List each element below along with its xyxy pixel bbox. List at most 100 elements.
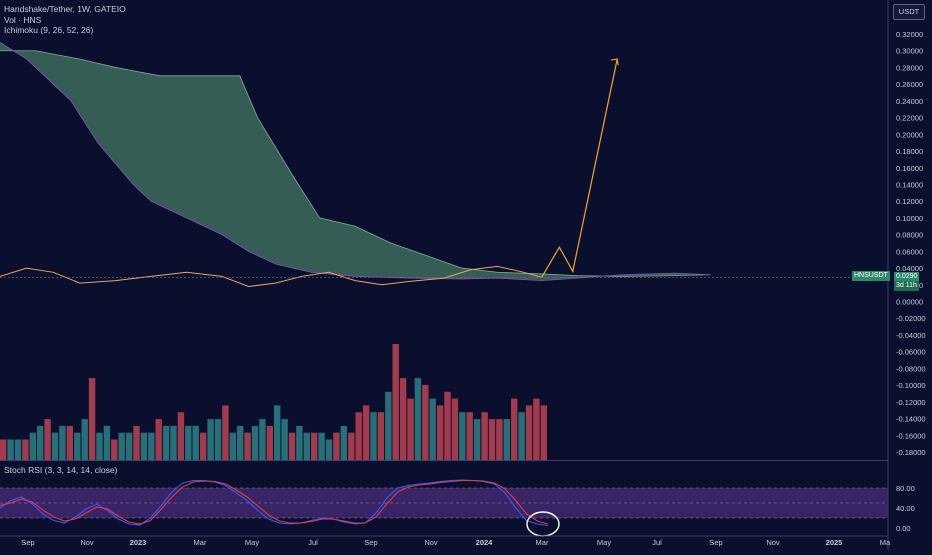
cloud-upper-edge <box>0 50 711 277</box>
volume-bar <box>362 405 370 460</box>
volume-bar <box>0 439 7 460</box>
price-tick-label: 0.08000 <box>896 231 923 240</box>
volume-bar <box>125 432 133 460</box>
time-tick-label: Sep <box>364 538 377 547</box>
volume-legend: Vol · HNS <box>4 15 42 25</box>
volume-bars <box>0 344 547 460</box>
volume-bar <box>459 412 466 460</box>
volume-bar <box>259 419 266 460</box>
price-tick-label: -0.16000 <box>896 431 926 440</box>
volume-bar <box>540 405 547 460</box>
time-tick-label: Nov <box>766 538 780 547</box>
time-tick-label: 2025 <box>826 538 843 547</box>
volume-bar <box>340 425 347 460</box>
time-tick-label: 2024 <box>476 538 494 547</box>
price-line <box>0 265 542 288</box>
price-tick-label: 0.00000 <box>896 298 923 307</box>
panel-divider <box>0 460 888 461</box>
volume-bar <box>318 432 325 460</box>
volume-bar <box>192 425 199 460</box>
volume-bar <box>511 398 518 460</box>
time-tick-label: Jul <box>652 538 662 547</box>
volume-bar <box>74 432 81 460</box>
time-tick-label: Nov <box>424 538 438 547</box>
volume-bar <box>66 425 73 460</box>
volume-bar <box>37 425 44 460</box>
price-tick-label: 0.22000 <box>896 114 923 123</box>
stoch-tick-label: 80.00 <box>896 484 915 493</box>
price-tick-label: -0.02000 <box>896 314 926 323</box>
price-tick-label: 0.24000 <box>896 97 923 106</box>
volume-bar <box>170 425 177 460</box>
time-tick-label: Jul <box>308 538 318 547</box>
volume-bar <box>274 405 281 460</box>
price-tick-label: 0.18000 <box>896 147 923 156</box>
price-tick-label: -0.04000 <box>896 331 926 340</box>
volume-bar <box>466 412 473 460</box>
volume-bar <box>162 425 170 460</box>
price-tick-label: 0.30000 <box>896 47 923 56</box>
time-tick-label: 2023 <box>130 538 147 547</box>
volume-bar <box>355 412 362 460</box>
price-tick-label: -0.06000 <box>896 348 926 357</box>
time-tick-label: Nov <box>80 538 94 547</box>
volume-bar <box>88 378 96 460</box>
volume-bar <box>451 398 459 460</box>
projection-arrow-head <box>611 58 619 66</box>
price-tick-label: 0.06000 <box>896 247 923 256</box>
volume-bar <box>251 425 259 460</box>
volume-bar <box>496 419 503 460</box>
stoch-axis: 80.00 40.00 0.00 <box>896 484 915 533</box>
chart-title: Handshake/Tether, 1W, GATEIO <box>4 4 126 14</box>
volume-bar <box>303 432 310 460</box>
volume-bar <box>296 425 303 460</box>
time-axis[interactable]: Sep Nov 2023 Mar May Jul Sep Nov 2024 Mar May Jul Se… <box>0 535 891 547</box>
volume-bar <box>385 391 392 460</box>
volume-bar <box>488 419 496 460</box>
time-tick-label: Sep <box>709 538 722 547</box>
volume-bar <box>29 432 36 460</box>
volume-bar <box>392 344 399 460</box>
volume-bar <box>199 432 207 460</box>
volume-bar <box>266 425 273 460</box>
volume-bar <box>229 432 236 460</box>
ichimoku-cloud <box>0 42 711 281</box>
price-tick-label: -0.18000 <box>896 448 926 457</box>
ichimoku-legend: Ichimoku (9, 26, 52, 26) <box>4 25 94 35</box>
price-tick-label: 0.32000 <box>896 30 923 39</box>
volume-bar <box>111 439 118 460</box>
countdown-tag: 3d 11h <box>894 281 919 291</box>
volume-bar <box>407 398 414 460</box>
volume-bar <box>140 432 148 460</box>
volume-bar <box>148 432 155 460</box>
price-tick-label: 0.28000 <box>896 63 923 72</box>
last-price-tag: 0.0290 <box>894 272 920 282</box>
volume-bar <box>7 439 14 460</box>
time-tick-label: May <box>245 538 259 547</box>
volume-bar <box>525 405 533 460</box>
volume-bar <box>185 425 192 460</box>
volume-bar <box>288 432 296 460</box>
volume-bar <box>436 405 444 460</box>
volume-bar <box>333 432 340 460</box>
volume-bar <box>14 439 22 460</box>
projection-line <box>541 58 618 278</box>
price-tick-label: 0.16000 <box>896 164 923 173</box>
time-tick-label: Mar <box>536 538 549 547</box>
price-tick-label: -0.10000 <box>896 381 926 390</box>
price-tick-label: 0.26000 <box>896 80 923 89</box>
stoch-tick-label: 0.00 <box>896 524 911 533</box>
stoch-tick-label: 40.00 <box>896 504 915 513</box>
volume-bar <box>81 419 88 460</box>
volume-bar <box>444 391 451 460</box>
stoch-k-line <box>0 479 549 527</box>
volume-bar <box>429 398 436 460</box>
time-tick-label: Mar <box>194 538 207 547</box>
volume-bar <box>311 432 318 460</box>
price-tick-label: 0.14000 <box>896 180 923 189</box>
currency-button[interactable]: USDT <box>893 4 925 20</box>
volume-bar <box>207 419 214 460</box>
volume-bar <box>533 398 540 460</box>
